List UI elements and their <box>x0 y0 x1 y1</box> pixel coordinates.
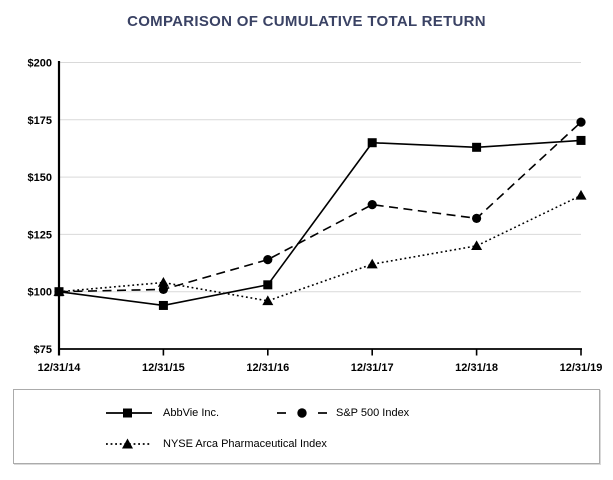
y-axis-label: $200 <box>28 58 52 70</box>
data-point-square <box>158 300 168 310</box>
data-point-circle <box>367 200 377 210</box>
legend-label-nyse: NYSE Arca Pharmaceutical Index <box>163 438 327 450</box>
legend-item-sp500: S&P 500 Index <box>277 407 409 419</box>
x-axis-label: 12/31/17 <box>351 362 394 374</box>
legend-label-sp500: S&P 500 Index <box>336 407 410 419</box>
legend-item-nyse: NYSE Arca Pharmaceutical Index <box>106 438 327 450</box>
series-line-s-p-500-index <box>58 121 582 293</box>
legend-item-abbvie: AbbVie Inc. <box>106 407 219 419</box>
y-axis-label: $100 <box>28 287 52 299</box>
y-axis-label: $125 <box>28 229 52 241</box>
series-line-nyse-arca-pharmaceutical-index <box>58 194 582 302</box>
y-axis-label: $75 <box>34 344 52 356</box>
sp500-dashed-circle-swatch <box>277 408 327 418</box>
data-point-circle <box>263 255 273 265</box>
y-axis-label: $175 <box>28 115 52 127</box>
x-axis-label: 12/31/16 <box>246 362 289 374</box>
data-point-square <box>263 280 273 290</box>
data-point-triangle <box>366 258 378 269</box>
chart-plot-svg: $200 $175 $150 $125 $100 $75 12/31/14 12/31/15 1… <box>28 58 603 375</box>
data-point-circle <box>576 117 586 127</box>
legend-box: AbbVie Inc. S&P 500 Index NYSE Arca Phar… <box>13 389 600 464</box>
data-point-square <box>472 142 482 152</box>
data-point-triangle <box>157 277 169 287</box>
legend-label-abbvie: AbbVie Inc. <box>163 407 220 419</box>
nyse-dotted-triangle-swatch <box>106 438 152 449</box>
data-point-triangle <box>471 240 483 251</box>
data-point-square <box>367 138 377 148</box>
series-line-abbvie-inc- <box>58 139 582 307</box>
data-point-triangle <box>575 189 587 200</box>
x-axis-label: 12/31/14 <box>38 362 82 374</box>
x-axis-label: 12/31/18 <box>455 362 498 374</box>
line-chart: $200 $175 $150 $125 $100 $75 12/31/14 12/31/15 1… <box>28 58 603 375</box>
data-point-triangle <box>262 295 274 306</box>
y-axis-label: $150 <box>28 172 52 184</box>
x-axis-label: 12/31/19 <box>560 362 603 374</box>
abbvie-solid-square-swatch <box>106 408 152 418</box>
data-point-square <box>576 135 586 145</box>
data-point-circle <box>472 213 482 223</box>
x-axis-label: 12/31/15 <box>142 362 185 374</box>
data-point-triangle <box>53 286 65 296</box>
data-point-circle <box>158 284 168 295</box>
chart-title: COMPARISON OF CUMULATIVE TOTAL RETURN <box>127 13 486 30</box>
